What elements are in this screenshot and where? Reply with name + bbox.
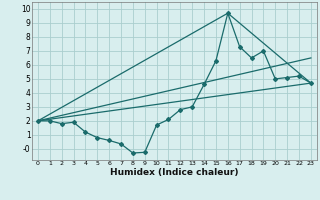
X-axis label: Humidex (Indice chaleur): Humidex (Indice chaleur) <box>110 168 239 177</box>
